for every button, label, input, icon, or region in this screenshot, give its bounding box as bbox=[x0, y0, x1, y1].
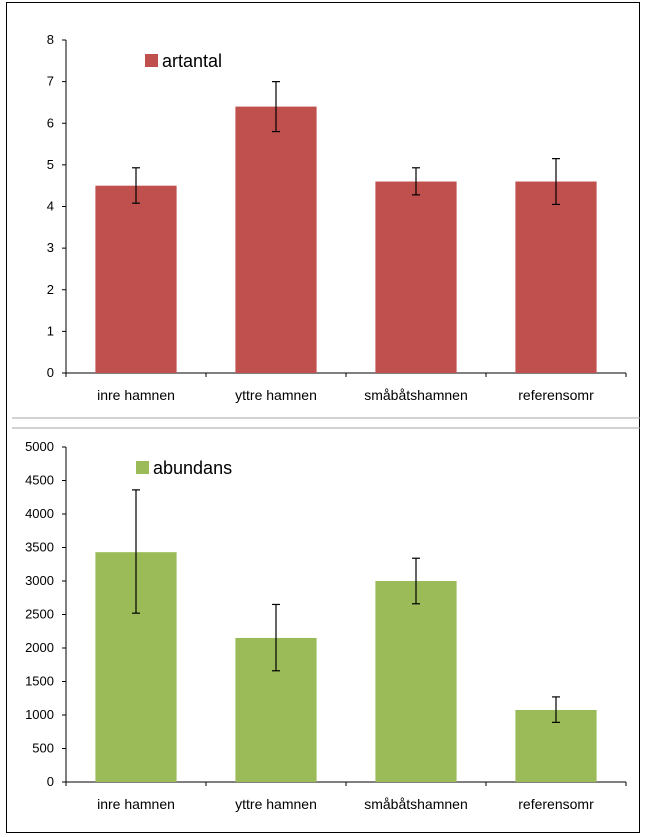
y-tick-label: 7 bbox=[47, 74, 54, 89]
bar-3 bbox=[375, 581, 457, 782]
y-tick-label: 5000 bbox=[25, 439, 54, 454]
bar-3 bbox=[375, 181, 457, 373]
y-tick-label: 500 bbox=[32, 741, 54, 756]
category-label: referensomr bbox=[518, 387, 594, 403]
category-label: inre hamnen bbox=[97, 387, 175, 403]
chart-2: 0 500 1000 1500 2000 2500 3000 3500 4000 4500 5000… bbox=[25, 439, 627, 812]
category-label: inre hamnen bbox=[97, 796, 175, 812]
category-label: småbåtshamnen bbox=[364, 796, 468, 812]
y-tick-label: 3500 bbox=[25, 540, 54, 555]
y-tick-label: 8 bbox=[47, 32, 54, 47]
legend-label: abundans bbox=[153, 458, 232, 478]
bar-2 bbox=[235, 106, 317, 373]
y-tick-label: 2500 bbox=[25, 607, 54, 622]
legend-label: artantal bbox=[162, 51, 222, 71]
chart-1: 0 1 2 3 4 5 6 7 8 inre hamnen yttre hamnen småbåtsh… bbox=[47, 32, 627, 403]
y-tick-label: 5 bbox=[47, 157, 54, 172]
bar-1 bbox=[95, 185, 177, 373]
y-tick-label: 3 bbox=[47, 240, 54, 255]
category-label: yttre hamnen bbox=[235, 796, 317, 812]
y-tick-label: 4500 bbox=[25, 473, 54, 488]
legend-swatch bbox=[145, 54, 158, 67]
y-tick-label: 6 bbox=[47, 115, 54, 130]
y-tick-label: 0 bbox=[47, 365, 54, 380]
bar-4 bbox=[515, 181, 597, 373]
y-tick-label: 1500 bbox=[25, 674, 54, 689]
y-tick-label: 2 bbox=[47, 282, 54, 297]
y-tick-label: 4000 bbox=[25, 506, 54, 521]
y-tick-label: 0 bbox=[47, 774, 54, 789]
category-label: yttre hamnen bbox=[235, 387, 317, 403]
y-tick-label: 3000 bbox=[25, 573, 54, 588]
category-label: referensomr bbox=[518, 796, 594, 812]
y-tick-label: 1 bbox=[47, 323, 54, 338]
category-label: småbåtshamnen bbox=[364, 387, 468, 403]
y-tick-label: 4 bbox=[47, 199, 54, 214]
legend-swatch bbox=[136, 461, 149, 474]
y-tick-label: 1000 bbox=[25, 707, 54, 722]
y-tick-label: 2000 bbox=[25, 640, 54, 655]
